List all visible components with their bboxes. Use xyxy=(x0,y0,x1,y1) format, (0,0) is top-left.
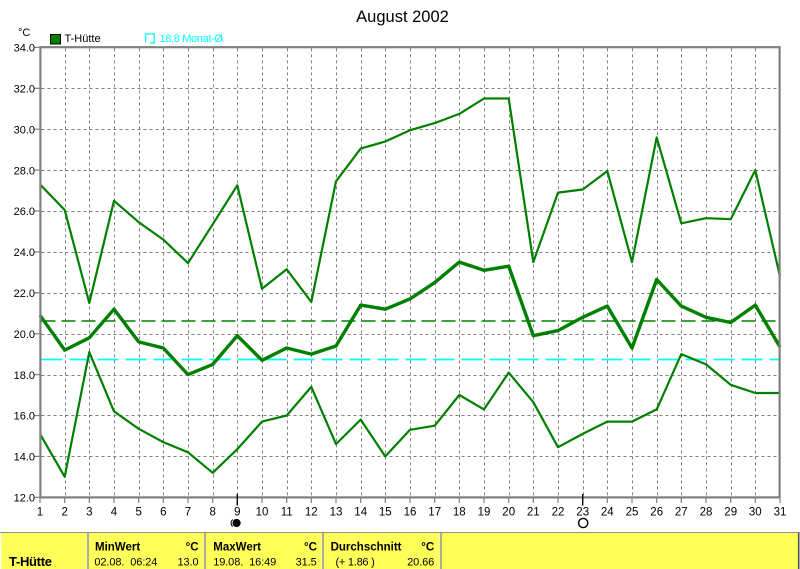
svg-text:30.0: 30.0 xyxy=(14,124,35,136)
svg-text:22: 22 xyxy=(552,507,565,519)
svg-text:23: 23 xyxy=(576,507,589,519)
svg-text:T-Hütte: T-Hütte xyxy=(65,33,101,45)
svg-text:4: 4 xyxy=(111,507,118,519)
svg-text:20.66: 20.66 xyxy=(407,556,434,568)
svg-text:°C: °C xyxy=(421,541,434,553)
svg-text:°C: °C xyxy=(186,541,199,553)
svg-text:7: 7 xyxy=(185,507,191,519)
svg-text:13: 13 xyxy=(330,507,343,519)
svg-text:25: 25 xyxy=(626,507,639,519)
svg-text:22.0: 22.0 xyxy=(14,288,35,300)
svg-text:(+ 1.86 ): (+ 1.86 ) xyxy=(336,556,375,568)
svg-text:12: 12 xyxy=(305,507,318,519)
svg-text:1: 1 xyxy=(37,507,43,519)
svg-text:27: 27 xyxy=(675,507,688,519)
svg-text:26: 26 xyxy=(650,507,663,519)
svg-text:°C: °C xyxy=(304,541,317,553)
svg-text:16: 16 xyxy=(404,507,417,519)
svg-text:34.0: 34.0 xyxy=(14,43,35,55)
svg-text:10: 10 xyxy=(256,507,269,519)
svg-text:11: 11 xyxy=(281,507,293,519)
svg-text:MinWert: MinWert xyxy=(95,541,140,553)
svg-text:30: 30 xyxy=(749,507,762,519)
svg-text:20: 20 xyxy=(502,507,515,519)
svg-text:13.0: 13.0 xyxy=(177,556,198,568)
svg-text:21: 21 xyxy=(527,507,540,519)
svg-text:24: 24 xyxy=(601,507,614,519)
svg-text:14.0: 14.0 xyxy=(14,452,35,464)
svg-text:°C: °C xyxy=(18,27,30,39)
svg-text:28.0: 28.0 xyxy=(14,165,35,177)
svg-text:8: 8 xyxy=(209,507,215,519)
svg-text:24.0: 24.0 xyxy=(14,247,35,259)
svg-text:August 2002: August 2002 xyxy=(356,8,449,26)
svg-text:18.0: 18.0 xyxy=(14,370,35,382)
svg-text:31.5: 31.5 xyxy=(296,556,317,568)
svg-text:18.8 Monat-Ø: 18.8 Monat-Ø xyxy=(160,33,224,45)
svg-text:12.0: 12.0 xyxy=(14,493,35,505)
svg-text:18: 18 xyxy=(453,507,466,519)
svg-text:31: 31 xyxy=(774,507,787,519)
svg-text:16.0: 16.0 xyxy=(14,411,35,423)
svg-text:17: 17 xyxy=(428,507,441,519)
svg-text:MaxWert: MaxWert xyxy=(213,541,261,553)
svg-text:T-Hütte: T-Hütte xyxy=(9,554,52,569)
svg-text:2: 2 xyxy=(61,507,67,519)
svg-text:14: 14 xyxy=(354,507,367,519)
svg-text:3: 3 xyxy=(86,507,92,519)
svg-text:Durchschnitt: Durchschnitt xyxy=(331,541,402,553)
svg-text:19: 19 xyxy=(478,507,491,519)
svg-text:6: 6 xyxy=(160,507,166,519)
svg-text:20.0: 20.0 xyxy=(14,329,35,341)
svg-text:15: 15 xyxy=(379,507,392,519)
svg-text:29: 29 xyxy=(724,507,737,519)
svg-text:9: 9 xyxy=(234,507,240,519)
svg-text:28: 28 xyxy=(700,507,713,519)
svg-text:5: 5 xyxy=(135,507,141,519)
svg-text:02.08. 06:24: 02.08. 06:24 xyxy=(94,556,157,568)
svg-text:32.0: 32.0 xyxy=(14,84,35,96)
svg-text:26.0: 26.0 xyxy=(14,206,35,218)
svg-text:19.08. 16:49: 19.08. 16:49 xyxy=(213,556,276,568)
